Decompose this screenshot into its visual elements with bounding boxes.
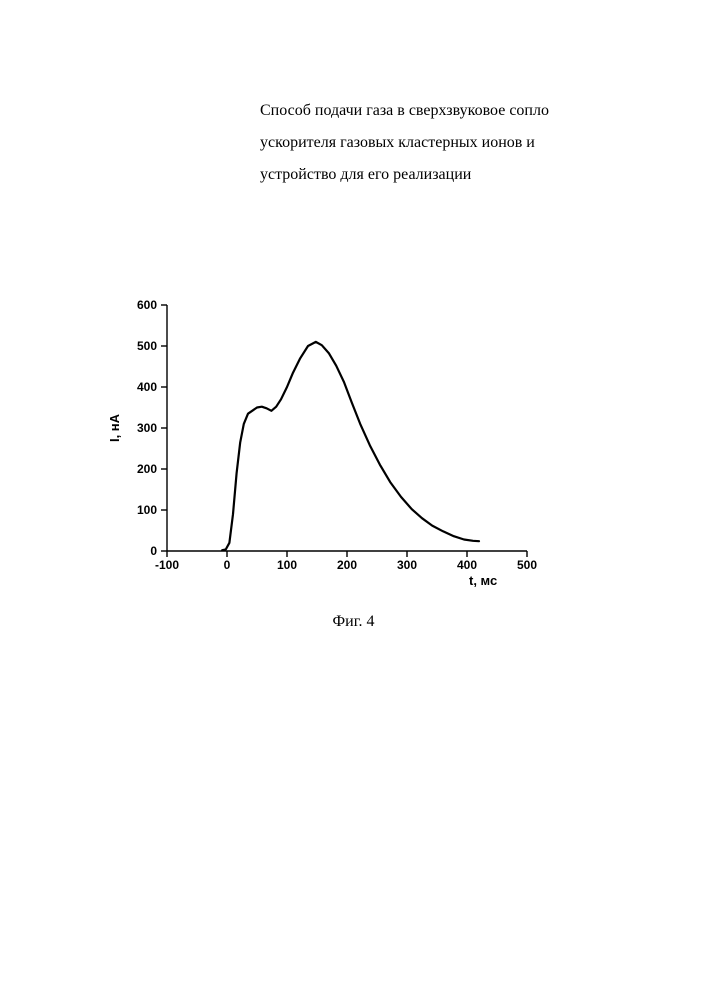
line-chart: -10001002003004005000100200300400500600t… bbox=[105, 295, 545, 595]
svg-text:I, нА: I, нА bbox=[107, 413, 122, 442]
svg-text:200: 200 bbox=[137, 462, 157, 476]
svg-text:-100: -100 bbox=[155, 558, 179, 572]
title-line-3: устройство для его реализации bbox=[260, 159, 600, 191]
svg-text:300: 300 bbox=[397, 558, 417, 572]
chart-svg: -10001002003004005000100200300400500600t… bbox=[105, 295, 545, 595]
svg-text:400: 400 bbox=[137, 380, 157, 394]
svg-text:500: 500 bbox=[137, 339, 157, 353]
svg-text:0: 0 bbox=[150, 544, 157, 558]
page: Способ подачи газа в сверхзвуковое сопло… bbox=[0, 0, 707, 1000]
svg-text:400: 400 bbox=[457, 558, 477, 572]
title-line-1: Способ подачи газа в сверхзвуковое сопло bbox=[260, 95, 600, 127]
svg-text:300: 300 bbox=[137, 421, 157, 435]
document-title: Способ подачи газа в сверхзвуковое сопло… bbox=[260, 95, 600, 191]
title-line-2: ускорителя газовых кластерных ионов и bbox=[260, 127, 600, 159]
svg-text:t, мс: t, мс bbox=[469, 573, 497, 588]
svg-text:600: 600 bbox=[137, 298, 157, 312]
svg-text:100: 100 bbox=[137, 503, 157, 517]
svg-text:500: 500 bbox=[517, 558, 537, 572]
svg-text:200: 200 bbox=[337, 558, 357, 572]
figure-caption: Фиг. 4 bbox=[0, 613, 707, 631]
svg-text:100: 100 bbox=[277, 558, 297, 572]
svg-text:0: 0 bbox=[224, 558, 231, 572]
